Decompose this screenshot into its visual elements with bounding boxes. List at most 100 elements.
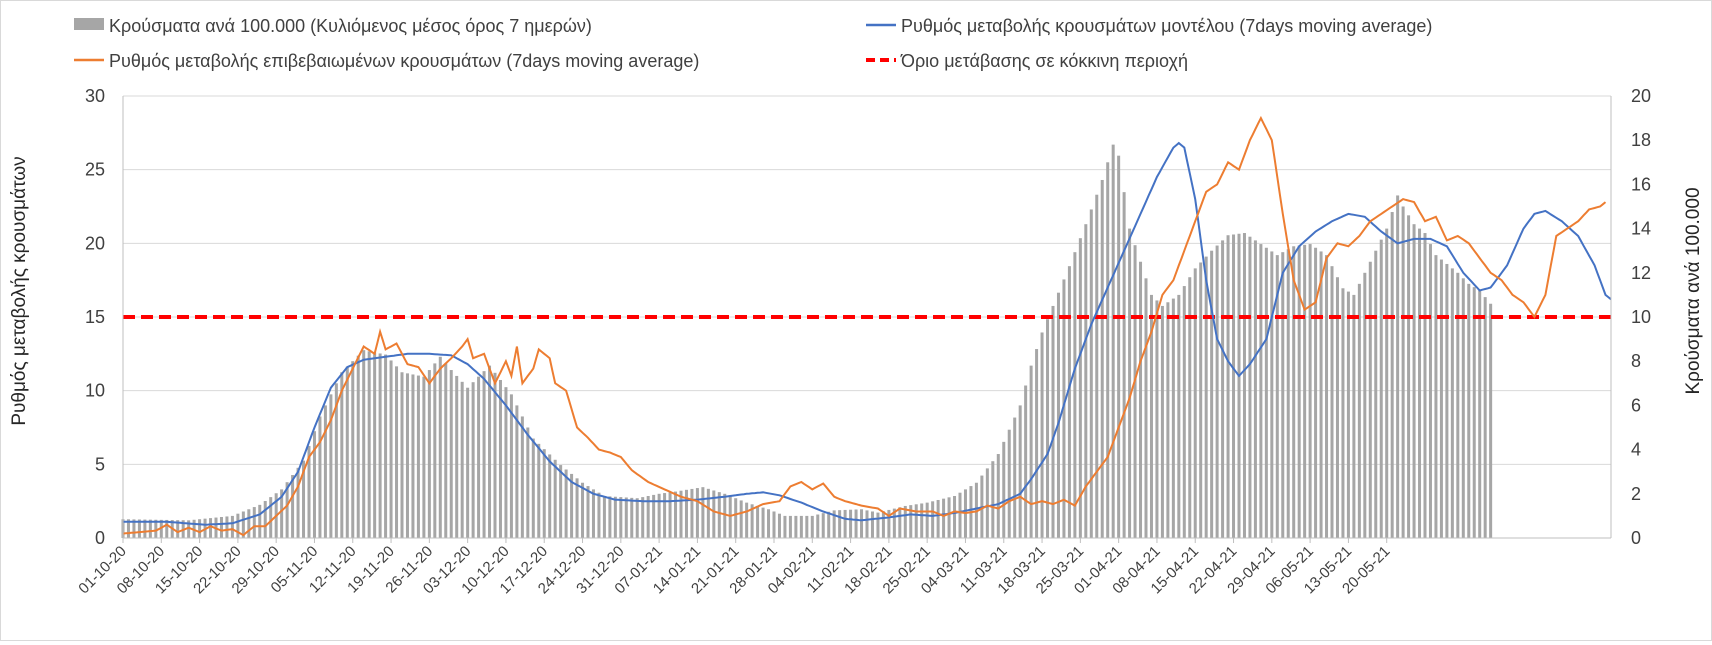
bar bbox=[717, 492, 721, 538]
bar bbox=[143, 519, 147, 538]
bar bbox=[1122, 192, 1126, 538]
bar bbox=[679, 490, 683, 538]
legend: Κρούσματα ανά 100.000 (Κυλιόμενος μέσος … bbox=[74, 16, 1432, 71]
left-tick-label: 25 bbox=[85, 160, 105, 180]
bar bbox=[816, 514, 820, 538]
bar bbox=[1478, 290, 1482, 538]
bar bbox=[389, 360, 393, 538]
bar bbox=[455, 375, 459, 538]
bar bbox=[356, 355, 360, 538]
bar bbox=[187, 520, 191, 538]
bar bbox=[395, 366, 399, 538]
bar bbox=[739, 500, 743, 538]
bar bbox=[285, 482, 289, 538]
bar bbox=[1297, 245, 1301, 538]
bar bbox=[1046, 319, 1050, 538]
bar bbox=[433, 363, 437, 538]
bar bbox=[914, 504, 918, 538]
bar bbox=[438, 356, 442, 538]
bar bbox=[334, 383, 338, 538]
bar bbox=[657, 493, 661, 538]
bar bbox=[400, 372, 404, 538]
bar bbox=[701, 487, 705, 538]
bar bbox=[832, 510, 836, 538]
bar bbox=[1489, 303, 1493, 538]
bar bbox=[854, 509, 858, 538]
right-axis-ticks: 0 2 4 6 8 10 12 14 16 18 20 bbox=[1631, 86, 1651, 548]
bar bbox=[723, 493, 727, 538]
bar bbox=[1472, 287, 1476, 538]
bar bbox=[734, 498, 738, 538]
bar bbox=[340, 372, 344, 538]
bar bbox=[602, 496, 606, 538]
bar bbox=[1149, 294, 1153, 538]
bar bbox=[690, 488, 694, 538]
bar bbox=[799, 515, 803, 538]
bar bbox=[1248, 236, 1252, 538]
bar bbox=[219, 517, 223, 538]
bar bbox=[876, 512, 880, 538]
bar bbox=[1128, 228, 1132, 538]
bar bbox=[1029, 365, 1033, 538]
bar bbox=[291, 475, 295, 538]
bar bbox=[209, 518, 213, 538]
bar bbox=[269, 497, 273, 538]
bar bbox=[1177, 294, 1181, 538]
bar bbox=[247, 509, 251, 538]
bar bbox=[1264, 247, 1268, 538]
bar bbox=[1368, 261, 1372, 538]
bar bbox=[531, 438, 535, 538]
bar bbox=[843, 509, 847, 538]
bar bbox=[985, 468, 989, 538]
left-tick-label: 20 bbox=[85, 233, 105, 253]
bar bbox=[515, 405, 519, 538]
bar bbox=[810, 515, 814, 538]
bar bbox=[1483, 297, 1487, 538]
bar bbox=[1106, 162, 1110, 539]
left-tick-label: 10 bbox=[85, 381, 105, 401]
bar bbox=[520, 416, 524, 538]
bar bbox=[165, 519, 169, 538]
bar bbox=[608, 496, 612, 538]
bar bbox=[1002, 441, 1006, 538]
bar bbox=[1346, 291, 1350, 538]
bar bbox=[1084, 224, 1088, 538]
bar bbox=[148, 519, 152, 538]
bar bbox=[154, 519, 158, 538]
bar bbox=[1100, 179, 1104, 539]
bar bbox=[548, 454, 552, 538]
bar bbox=[482, 371, 486, 538]
legend-swatch-bars bbox=[74, 18, 104, 30]
bar bbox=[663, 493, 667, 538]
right-tick-label: 10 bbox=[1631, 307, 1651, 327]
bar bbox=[1204, 256, 1208, 538]
bar bbox=[132, 519, 136, 538]
right-tick-label: 20 bbox=[1631, 86, 1651, 106]
bar bbox=[1089, 209, 1093, 539]
bar bbox=[1412, 224, 1416, 538]
bar bbox=[849, 509, 853, 538]
bar bbox=[1396, 195, 1400, 538]
bar bbox=[920, 503, 924, 538]
bar bbox=[668, 492, 672, 538]
bar bbox=[591, 489, 595, 538]
bar bbox=[1171, 298, 1175, 538]
bar bbox=[498, 379, 502, 538]
bar bbox=[777, 513, 781, 538]
bar bbox=[296, 467, 300, 538]
bar bbox=[318, 416, 322, 538]
bar bbox=[767, 509, 771, 538]
bar bbox=[559, 465, 563, 538]
bar bbox=[1193, 268, 1197, 538]
bar bbox=[1434, 255, 1438, 538]
bar bbox=[553, 459, 557, 538]
bar bbox=[570, 473, 574, 538]
bar bbox=[263, 500, 267, 538]
bar bbox=[1379, 239, 1383, 538]
bar bbox=[1095, 194, 1099, 539]
bar bbox=[258, 504, 262, 538]
bar bbox=[1259, 244, 1263, 538]
bar bbox=[838, 510, 842, 538]
bar bbox=[526, 427, 530, 538]
bar bbox=[1352, 294, 1356, 538]
